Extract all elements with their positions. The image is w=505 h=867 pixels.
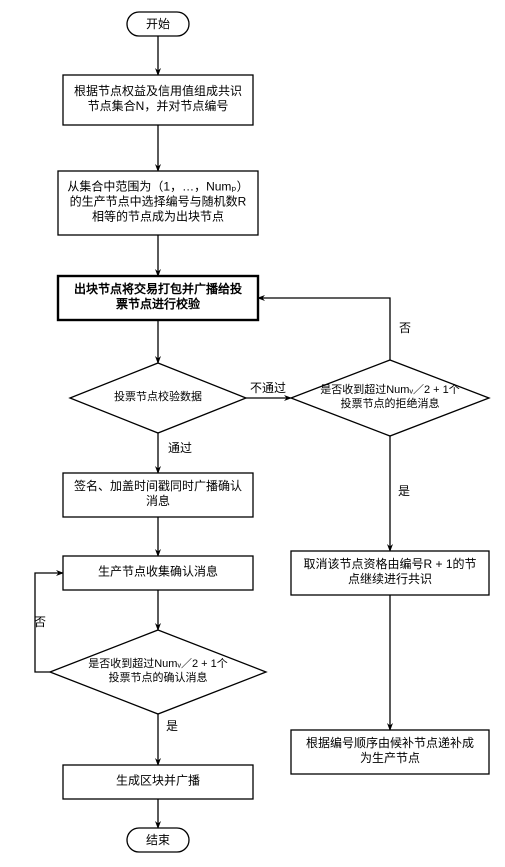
node-end: 结束 <box>127 828 189 852</box>
node-text-line: 是否收到超过Numᵥ／2 + 1个 <box>88 656 228 670</box>
node-n3: 出块节点将交易打包并广播给投票节点进行校验 <box>58 276 258 320</box>
node-text-line: 消息 <box>146 493 170 508</box>
node-text-line: 相等的节点成为出块节点 <box>92 209 224 224</box>
terminator-label: 开始 <box>146 17 170 31</box>
node-n8: 生成区块并广播 <box>63 765 253 799</box>
node-n6: 取消该节点资格由编号R + 1的节点继续进行共识 <box>291 551 489 595</box>
edge-label: 否 <box>399 321 411 335</box>
node-start: 开始 <box>127 12 189 36</box>
node-text-line: 节点集合N，并对节点编号 <box>88 98 229 113</box>
node-text-line: 点继续进行共识 <box>348 572 432 586</box>
node-text-line: 票节点进行校验 <box>116 296 201 311</box>
edge-label: 不通过 <box>250 381 286 395</box>
node-text-line: 是否收到超过Numᵥ／2 + 1个 <box>320 382 460 396</box>
node-text-line: 从集合中范围为（1，…，Numₚ） <box>67 179 248 194</box>
node-text-line: 根据节点权益及信用值组成共识 <box>74 83 242 98</box>
node-text-line: 为生产节点 <box>360 751 420 765</box>
edge-label: 是 <box>166 719 178 733</box>
nodes-layer: 开始根据节点权益及信用值组成共识节点集合N，并对节点编号从集合中范围为（1，…，… <box>50 12 489 852</box>
node-n7: 根据编号顺序由候补节点递补成为生产节点 <box>291 730 489 774</box>
edges-layer: 通过不通过是是否否 <box>34 36 411 828</box>
node-text-line: 取消该节点资格由编号R + 1的节 <box>303 556 476 571</box>
edge-label: 是 <box>398 484 410 498</box>
node-d3: 是否收到超过Numᵥ／2 + 1个投票节点的确认消息 <box>50 630 266 714</box>
node-n5: 生产节点收集确认消息 <box>63 556 253 590</box>
terminator-label: 结束 <box>146 833 170 847</box>
node-text-line: 生成区块并广播 <box>116 774 200 788</box>
node-d2: 是否收到超过Numᵥ／2 + 1个投票节点的拒绝消息 <box>291 360 489 436</box>
edge <box>258 298 390 360</box>
node-n1: 根据节点权益及信用值组成共识节点集合N，并对节点编号 <box>63 75 253 125</box>
node-text-line: 的生产节点中选择编号与随机数R <box>70 194 247 209</box>
node-n2: 从集合中范围为（1，…，Numₚ）的生产节点中选择编号与随机数R相等的节点成为出… <box>58 171 258 235</box>
node-d1: 投票节点校验数据 <box>70 363 246 433</box>
node-text-line: 签名、加盖时间戳同时广播确认 <box>74 478 242 493</box>
node-text-line: 出块节点将交易打包并广播给投 <box>74 281 242 296</box>
edge-label: 否 <box>34 615 46 629</box>
node-text-line: 投票节点的拒绝消息 <box>341 396 440 410</box>
edge-label: 通过 <box>168 441 192 455</box>
node-text-line: 投票节点的确认消息 <box>109 670 208 684</box>
node-text-line: 投票节点校验数据 <box>114 389 202 403</box>
node-text-line: 生产节点收集确认消息 <box>98 564 218 579</box>
node-n4: 签名、加盖时间戳同时广播确认消息 <box>63 473 253 517</box>
node-text-line: 根据编号顺序由候补节点递补成 <box>306 735 474 750</box>
